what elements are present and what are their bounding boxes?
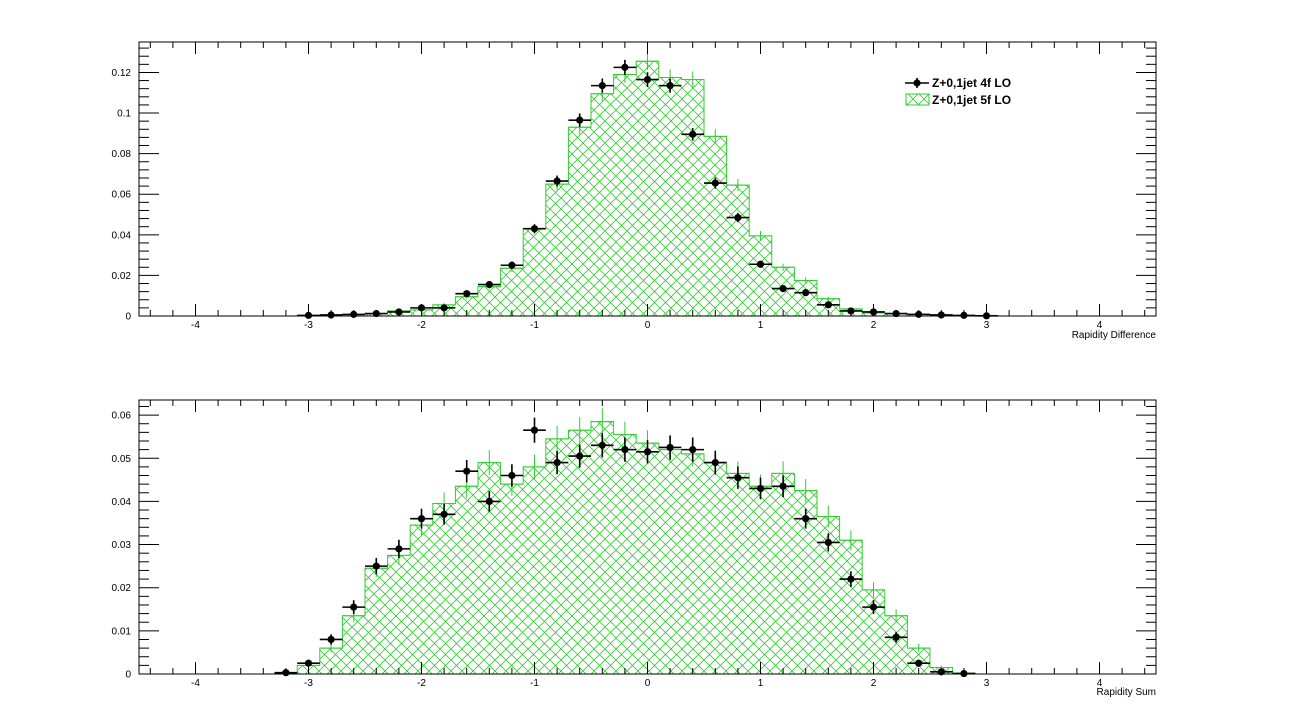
rapidity-sum-ticks [139, 400, 1156, 675]
rapidity-sum-4f-point [417, 515, 426, 523]
rapidity-sum-4f-point [869, 603, 878, 611]
y-tick-label: 0.12 [112, 68, 132, 79]
y-tick-label: 0.02 [112, 583, 132, 594]
rapidity-sum-4f-point [892, 633, 900, 641]
x-tick-label: -3 [304, 320, 313, 331]
y-tick-label: 0.04 [112, 497, 132, 508]
rapidity-sum-4f-point [779, 482, 787, 490]
rapidity-difference-4f-point [621, 63, 629, 71]
legend-entry-4f: Z+0,1jet 4f LO [932, 76, 1011, 90]
legend-5f-swatch [905, 93, 930, 106]
rapidity-difference-4f-point [463, 290, 471, 298]
rapidity-sum-4f-point [553, 458, 561, 467]
y-tick-label: 0.01 [112, 626, 132, 637]
x-tick-label: 2 [871, 320, 877, 331]
x-tick-label: 4 [1097, 320, 1103, 331]
legend-4f-marker [913, 79, 921, 87]
rapidity-sum-4f-point [463, 467, 471, 475]
x-tick-label: -4 [191, 320, 200, 331]
rapidity-difference-tick-labels: -4 -3 -2 -1 0 1 2 3 4 0 0.02 0.04 0.06 0.08 0.1 0.12 [112, 68, 1103, 331]
x-tick-label: 1 [758, 678, 764, 689]
rapidity-sum-4f-point [598, 441, 606, 449]
rapidity-difference-4f-point [756, 260, 765, 268]
rapidity-sum-4f-point [440, 510, 448, 518]
rapidity-sum-4f-point [734, 474, 742, 482]
y-tick-label: 0 [125, 312, 131, 323]
y-tick-label: 0.03 [112, 540, 132, 551]
x-tick-label: -4 [191, 678, 200, 689]
y-tick-label: 0.04 [112, 230, 132, 241]
rapidity-sum-4f-point [915, 659, 923, 667]
x-tick-label: 4 [1097, 678, 1103, 689]
rapidity-difference-4f-point [689, 130, 697, 138]
rapidity-sum-tick-labels: -4 -3 -2 -1 0 1 2 3 4 0 0.01 0.02 0.03 0.04 0.05 0.06 [112, 411, 1103, 689]
rapidity-difference-4f-point [508, 261, 516, 269]
rapidity-difference-4f-point [824, 301, 832, 309]
y-tick-label: 0.1 [117, 109, 131, 120]
rapidity-sum-4f-point [576, 452, 584, 460]
rapidity-difference-4f-point [598, 82, 606, 90]
rapidity-difference-4f-point [711, 179, 719, 187]
x-tick-label: 0 [645, 320, 651, 331]
rapidity-sum-4f-point [327, 635, 335, 644]
rapidity-difference-4f-point [666, 82, 674, 90]
rapidity-sum-4f-point [621, 446, 629, 454]
y-tick-label: 0.08 [112, 149, 132, 160]
rapidity-difference-4f-point [485, 280, 493, 289]
y-tick-label: 0.02 [112, 271, 132, 282]
x-axis-title-rapidity-difference: Rapidity Difference [1072, 330, 1157, 341]
rapidity-difference-4f-point [643, 75, 652, 84]
rapidity-difference-4f-point [530, 225, 539, 233]
rapidity-difference-4f-point [576, 116, 584, 124]
x-tick-label: -1 [530, 678, 539, 689]
x-tick-label: 3 [984, 678, 990, 689]
rapidity-sum-4f-points [274, 417, 976, 678]
rapidity-sum-4f-point [508, 471, 516, 480]
legend: Z+0,1jet 4f LO Z+0,1jet 5f LO [905, 76, 1011, 107]
rapidity-sum-4f-point [372, 562, 380, 570]
rapidity-sum-4f-point [847, 575, 855, 583]
rapidity-sum-4f-point [666, 443, 674, 452]
x-tick-label: -2 [417, 678, 426, 689]
rapidity-sum-4f-point [711, 458, 719, 467]
rapidity-difference-4f-point [553, 177, 561, 185]
legend-entry-5f: Z+0,1jet 5f LO [932, 93, 1011, 107]
rapidity-difference-4f-point [802, 289, 810, 297]
rapidity-difference-4f-point [779, 285, 787, 293]
x-tick-label: -1 [530, 320, 539, 331]
x-tick-label: 0 [645, 678, 651, 689]
rapidity-difference-4f-point [734, 213, 742, 222]
rapidity-sum-4f-point [689, 446, 697, 454]
rapidity-difference-5f-area [297, 61, 998, 317]
y-tick-label: 0 [125, 670, 131, 681]
x-tick-label: 1 [758, 320, 764, 331]
rapidity-difference-panel: -4 -3 -2 -1 0 1 2 3 4 0 0.02 0.04 0.06 0.08 0.1 0.12 Ra… [112, 41, 1157, 341]
x-tick-label: 2 [871, 678, 877, 689]
y-tick-label: 0.05 [112, 454, 132, 465]
rapidity-sum-5f-outline [274, 421, 1021, 675]
y-tick-label: 0.06 [112, 411, 132, 422]
rapidity-sum-4f-point [395, 545, 403, 553]
rapidity-sum-4f-point [643, 448, 652, 456]
y-tick-label: 0.06 [112, 190, 132, 201]
rapidity-sum-4f-point [756, 484, 765, 493]
rapidity-difference-5f-histogram [296, 52, 999, 317]
rapidity-difference-ticks [139, 42, 1156, 317]
x-tick-label: -2 [417, 320, 426, 331]
x-tick-label: -3 [304, 678, 313, 689]
x-tick-label: 3 [984, 320, 990, 331]
rapidity-sum-4f-point [530, 426, 539, 434]
x-axis-title-rapidity-sum: Rapidity Sum [1097, 687, 1156, 698]
rapidity-sum-4f-point [485, 497, 493, 506]
rapidity-sum-4f-point [824, 538, 832, 546]
rapidity-sum-panel: -4 -3 -2 -1 0 1 2 3 4 0 0.01 0.02 0.03 0.04 0.05 0.06 R… [112, 399, 1157, 698]
rapidity-sum-4f-point [350, 603, 358, 611]
rapidity-difference-4f-point [440, 304, 448, 312]
rapidity-sum-5f-area [274, 421, 1021, 674]
rapidity-sum-4f-point [802, 515, 810, 523]
